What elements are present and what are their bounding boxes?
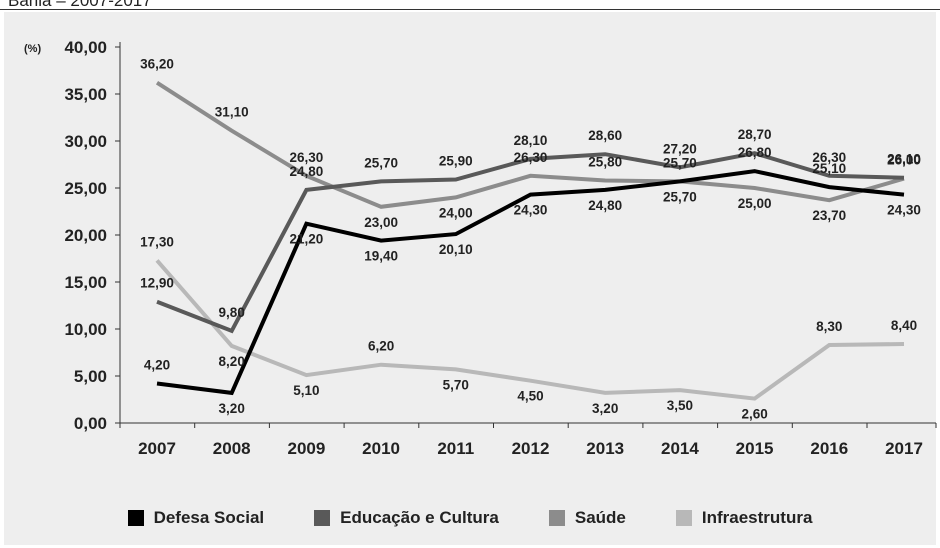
data-label: 26,30 xyxy=(290,150,324,165)
x-tick-label: 2014 xyxy=(661,439,699,458)
data-label: 8,20 xyxy=(219,354,245,369)
figure-caption: Bahia – 2007-2017 xyxy=(8,0,152,10)
data-label: 25,70 xyxy=(663,155,697,170)
x-tick-label: 2015 xyxy=(736,439,774,458)
y-tick-label: 40,00 xyxy=(64,38,107,57)
y-tick-label: 0,00 xyxy=(74,414,107,433)
x-tick-label: 2017 xyxy=(885,439,923,458)
data-label: 26,30 xyxy=(812,150,846,165)
legend-swatch xyxy=(675,510,692,526)
legend-swatch xyxy=(314,510,331,526)
legend-swatch xyxy=(548,510,565,526)
data-label: 36,20 xyxy=(140,57,174,72)
data-label: 3,50 xyxy=(667,398,693,413)
data-label: 21,20 xyxy=(290,232,324,247)
data-label: 26,10 xyxy=(887,152,921,167)
legend-label: Infraestrutura xyxy=(701,508,813,527)
data-label: 27,20 xyxy=(663,141,697,156)
data-label: 25,80 xyxy=(588,154,622,169)
data-label: 9,80 xyxy=(219,305,245,320)
data-label: 3,20 xyxy=(219,401,245,416)
legend-label: Saúde xyxy=(574,508,626,527)
data-label: 2,60 xyxy=(741,407,767,422)
data-label: 12,90 xyxy=(140,276,174,291)
y-tick-label: 20,00 xyxy=(64,226,107,245)
x-tick-label: 2007 xyxy=(138,439,176,458)
caption-divider xyxy=(0,9,940,10)
data-label: 8,40 xyxy=(891,318,917,333)
data-label: 24,80 xyxy=(588,198,622,213)
series-line-infraestrutura xyxy=(155,259,905,401)
data-label: 25,90 xyxy=(439,154,473,169)
data-label: 17,30 xyxy=(140,234,174,249)
series-line-educa-o-e-cultura xyxy=(156,151,905,334)
data-label: 28,60 xyxy=(588,128,622,143)
data-label: 6,20 xyxy=(368,339,394,354)
x-tick-label: 2013 xyxy=(586,439,624,458)
series-line-sa-de xyxy=(155,81,905,209)
x-tick-label: 2009 xyxy=(287,439,325,458)
data-label: 8,30 xyxy=(816,319,842,334)
legend-swatch xyxy=(127,510,144,526)
data-label: 25,70 xyxy=(364,155,398,170)
y-tick-label: 10,00 xyxy=(64,320,107,339)
chart-legend: Defesa Social Educação e Cultura Saúde Infr… xyxy=(0,508,940,528)
x-tick-label: 2012 xyxy=(512,439,550,458)
data-label: 26,80 xyxy=(738,145,772,160)
data-label: 5,70 xyxy=(443,377,469,392)
data-label: 28,70 xyxy=(738,127,772,142)
data-label: 25,10 xyxy=(812,161,846,176)
data-label: 3,20 xyxy=(592,401,618,416)
data-label: 25,00 xyxy=(738,196,772,211)
x-tick-label: 2010 xyxy=(362,439,400,458)
data-label: 26,00 xyxy=(887,153,921,168)
data-label: 24,80 xyxy=(290,164,324,179)
data-label: 24,30 xyxy=(887,203,921,218)
data-label: 24,00 xyxy=(439,205,473,220)
x-tick-label: 2016 xyxy=(810,439,848,458)
y-tick-label: 15,00 xyxy=(64,273,107,292)
data-label: 25,70 xyxy=(663,189,697,204)
data-label: 31,10 xyxy=(215,105,249,120)
legend-label: Defesa Social xyxy=(153,508,265,527)
series-line-defesa-social xyxy=(156,169,905,396)
data-label: 23,00 xyxy=(364,215,398,230)
data-label: 24,30 xyxy=(514,203,548,218)
data-label: 28,10 xyxy=(514,133,548,148)
legend-label: Educação e Cultura xyxy=(340,508,499,527)
data-label: 4,50 xyxy=(517,389,543,404)
legend-item: Infraestrutura xyxy=(675,508,813,528)
data-label: 5,10 xyxy=(293,383,319,398)
y-tick-label: 35,00 xyxy=(64,85,107,104)
y-tick-label: 30,00 xyxy=(64,132,107,151)
legend-item: Defesa Social xyxy=(127,508,265,528)
data-label: 26,30 xyxy=(514,150,548,165)
x-tick-label: 2008 xyxy=(213,439,251,458)
data-label: 23,70 xyxy=(812,208,846,223)
legend-item: Saúde xyxy=(548,508,626,528)
data-label: 20,10 xyxy=(439,242,473,257)
chart-panel xyxy=(4,12,936,545)
y-tick-label: 5,00 xyxy=(74,367,107,386)
legend-item: Educação e Cultura xyxy=(314,508,499,528)
y-unit-label: (%) xyxy=(24,43,41,55)
y-tick-label: 25,00 xyxy=(64,179,107,198)
data-label: 4,20 xyxy=(144,358,170,373)
x-tick-label: 2011 xyxy=(437,439,474,458)
data-label: 19,40 xyxy=(364,249,398,264)
